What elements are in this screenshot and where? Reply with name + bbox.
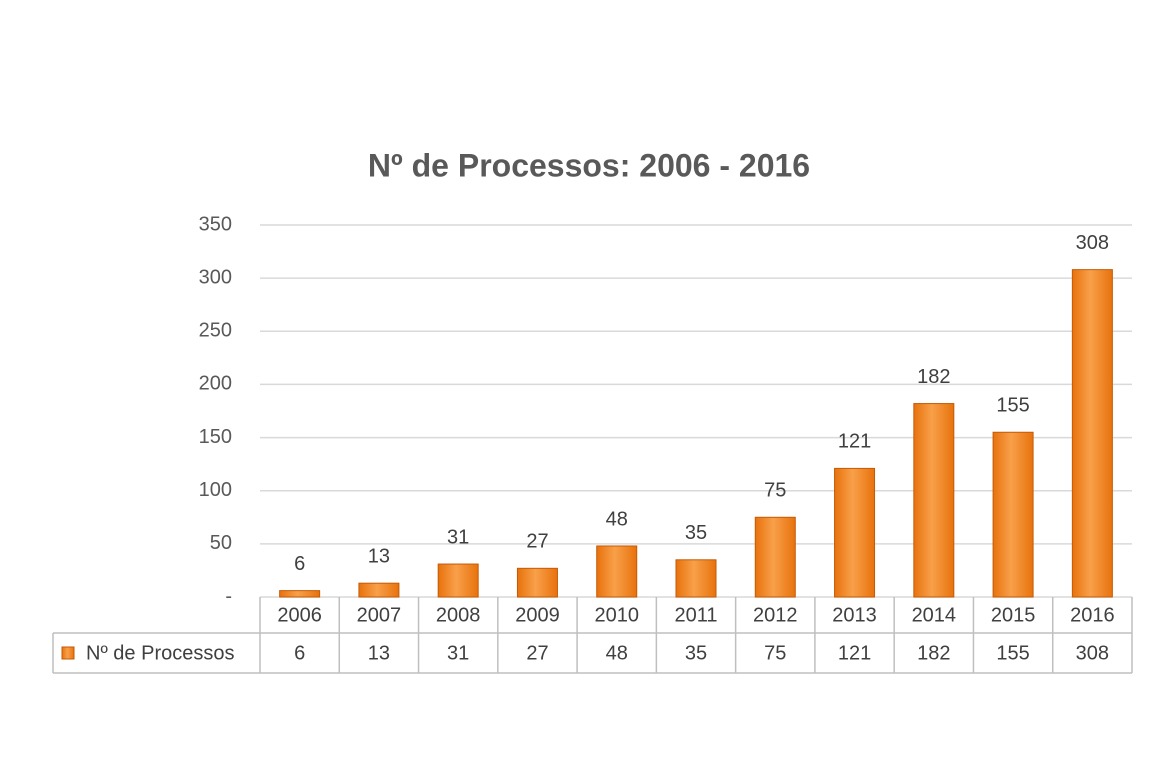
bar <box>834 467 876 598</box>
table-value: 35 <box>685 642 707 664</box>
data-label: 308 <box>1076 232 1109 254</box>
bar <box>992 431 1034 598</box>
data-label: 31 <box>447 526 469 548</box>
table-value: 308 <box>1076 642 1109 664</box>
y-tick-label: 150 <box>199 426 232 448</box>
data-label: 121 <box>838 431 871 453</box>
bar <box>437 563 479 598</box>
bar <box>675 559 717 598</box>
x-tick-label: 2015 <box>991 604 1036 626</box>
data-label: 182 <box>917 366 950 388</box>
chart-title: Nº de Processos: 2006 - 2016 <box>368 147 810 183</box>
bar <box>358 582 400 598</box>
y-tick-label: 250 <box>199 320 232 342</box>
data-label: 75 <box>764 480 786 502</box>
x-tick-label: 2012 <box>753 604 798 626</box>
y-tick-label: 350 <box>199 213 232 235</box>
table-value: 31 <box>447 642 469 664</box>
legend-label: Nº de Processos <box>86 642 234 664</box>
data-label: 155 <box>996 395 1029 417</box>
table-value: 6 <box>294 642 305 664</box>
data-label: 48 <box>606 508 628 530</box>
x-tick-label: 2007 <box>357 604 402 626</box>
data-label: 27 <box>526 531 548 553</box>
data-label: 13 <box>368 545 390 567</box>
x-tick-label: 2010 <box>594 604 639 626</box>
bar <box>279 590 321 598</box>
y-tick-label: - <box>225 585 232 607</box>
bar <box>754 516 796 598</box>
table-value: 13 <box>368 642 390 664</box>
bar <box>516 567 558 598</box>
x-tick-label: 2006 <box>277 604 322 626</box>
x-tick-label: 2014 <box>912 604 957 626</box>
legend-swatch <box>61 646 75 660</box>
x-tick-label: 2009 <box>515 604 560 626</box>
table-value: 75 <box>764 642 786 664</box>
x-tick-label: 2011 <box>674 604 717 626</box>
y-tick-label: 100 <box>199 479 232 501</box>
y-tick-label: 50 <box>210 532 232 554</box>
table-value: 48 <box>606 642 628 664</box>
table-value: 27 <box>526 642 548 664</box>
bar <box>1071 269 1113 598</box>
y-tick-label: 300 <box>199 266 232 288</box>
bar <box>596 545 638 598</box>
y-tick-label: 200 <box>199 373 232 395</box>
table-value: 121 <box>838 642 871 664</box>
data-label: 6 <box>294 553 305 575</box>
x-tick-label: 2016 <box>1070 604 1115 626</box>
data-label: 35 <box>685 522 707 544</box>
table-value: 155 <box>996 642 1029 664</box>
bar <box>913 403 955 598</box>
table-value: 182 <box>917 642 950 664</box>
x-tick-label: 2008 <box>436 604 481 626</box>
x-tick-label: 2013 <box>832 604 877 626</box>
